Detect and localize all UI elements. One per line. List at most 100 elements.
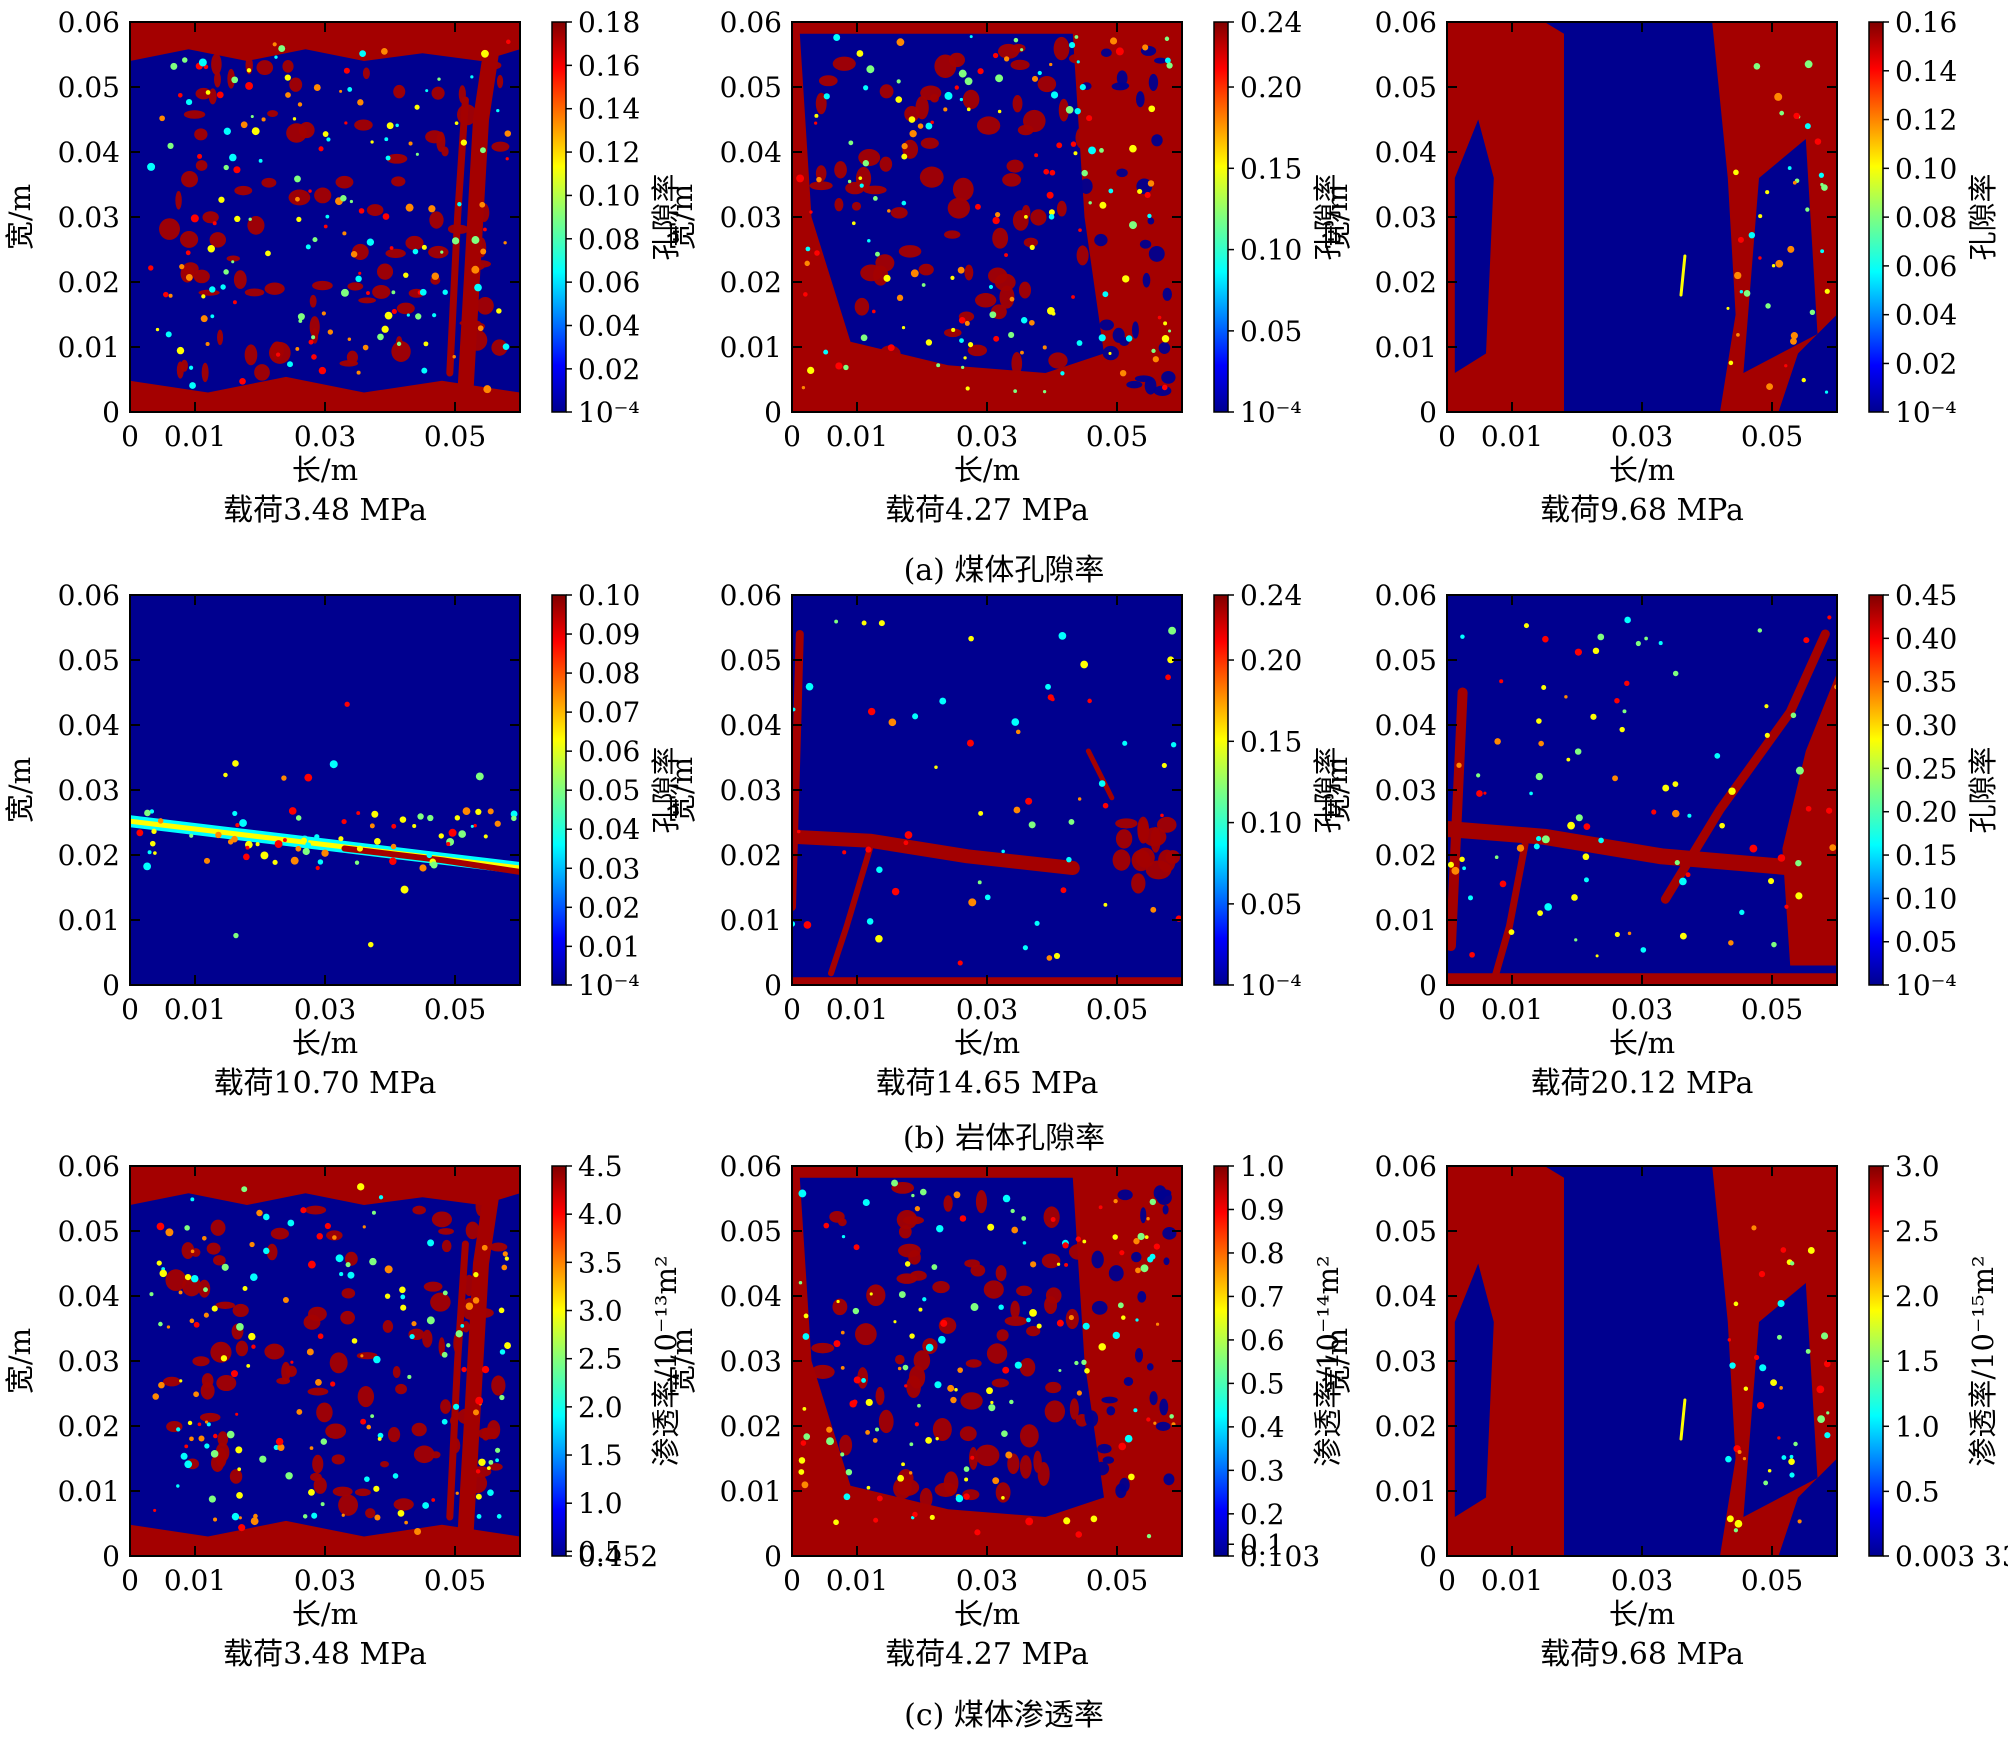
y-tick-label: 0.06 [58, 579, 120, 612]
high-patch [895, 1354, 905, 1365]
speckle [1820, 182, 1824, 187]
colorbar-tick-label: 0.03 [578, 852, 640, 885]
y-tick-label: 0.06 [58, 6, 120, 39]
y-tick-label: 0.02 [58, 1410, 120, 1443]
high-patch [906, 1375, 921, 1398]
high-patch [261, 177, 277, 188]
high-patch [913, 1350, 931, 1371]
speckle [210, 314, 215, 319]
speckle [887, 344, 895, 352]
speckle [1056, 142, 1063, 149]
speckle [1508, 929, 1515, 936]
high-patch [999, 285, 1015, 309]
colorbar-tick-label: 0.24 [1240, 579, 1302, 612]
speckle [414, 104, 420, 110]
speckle [258, 158, 263, 163]
high-patch [393, 84, 406, 99]
high-patch [1010, 59, 1030, 70]
speckle [909, 1333, 915, 1339]
speckle [153, 1508, 157, 1512]
speckle [1108, 351, 1112, 355]
speckle [260, 851, 269, 860]
colorbar: 10⁻⁴ 0.05 0.10 0.15 0.20 0.24 孔隙率 [1213, 579, 1345, 1002]
speckle [1567, 821, 1575, 830]
high-patch [436, 131, 446, 152]
speckle [1133, 1408, 1138, 1413]
y-axis-label: 宽/m [1320, 1328, 1354, 1394]
speckle [297, 313, 305, 321]
x-tick-label: 0.01 [826, 993, 888, 1026]
speckle [814, 121, 818, 125]
speckle [167, 142, 174, 149]
speckle [330, 1381, 336, 1387]
colorbar-tick-label: 0.10 [1240, 807, 1302, 840]
speckle [845, 1469, 853, 1476]
colorbar-tick-label: 0.2 [1240, 1498, 1285, 1531]
speckle [863, 85, 869, 91]
high-patch [1165, 850, 1181, 865]
high-patch [975, 1444, 1000, 1467]
speckle [1777, 854, 1786, 862]
high-patch [217, 1431, 229, 1447]
high-patch [858, 149, 881, 167]
speckle [427, 814, 434, 822]
speckle [155, 327, 160, 332]
speckle [860, 334, 868, 342]
high-patch [391, 341, 411, 362]
speckle [876, 866, 883, 874]
speckle [190, 1197, 195, 1202]
y-tick-label: 0 [1419, 969, 1437, 1002]
x-axis-label: 长/m [954, 1026, 1020, 1060]
speckle [309, 1446, 314, 1450]
y-tick-label: 0.03 [720, 774, 782, 807]
high-patch [491, 141, 510, 152]
high-patch [1011, 351, 1023, 375]
speckle [1153, 1243, 1160, 1250]
speckle [287, 1219, 295, 1227]
speckle [308, 189, 312, 193]
high-patch [181, 171, 198, 188]
speckle [1073, 151, 1078, 156]
high-patch [365, 1508, 376, 1519]
high-patch [1019, 1455, 1032, 1479]
speckle [1793, 112, 1800, 120]
colorbar: 10⁻⁴ 0.01 0.02 0.03 0.04 0.05 0.06 0.07 0.08 0.09… [551, 579, 683, 1002]
y-tick-label: 0.01 [58, 1475, 120, 1508]
speckle [1774, 92, 1783, 101]
speckle [505, 157, 509, 161]
speckle [807, 366, 815, 375]
high-patch [1145, 860, 1172, 880]
low-patch [1084, 1408, 1094, 1424]
speckle [213, 1433, 218, 1439]
speckle [823, 93, 830, 100]
speckle [153, 851, 157, 855]
low-patch [1158, 342, 1171, 354]
high-patch [487, 61, 502, 70]
speckle [285, 1472, 293, 1480]
speckle [1756, 1401, 1765, 1410]
speckle [1013, 37, 1019, 43]
high-patch [395, 1383, 407, 1395]
speckle [297, 102, 303, 107]
speckle [499, 1394, 505, 1401]
speckle [1090, 1515, 1098, 1523]
colorbar-tick-label: 0.06 [578, 735, 640, 768]
speckle [896, 79, 901, 84]
low-patch [1079, 178, 1093, 194]
high-patch [1075, 126, 1092, 150]
colorbar-tick-label: 3.0 [578, 1295, 623, 1328]
speckle [274, 55, 278, 59]
high-patch [1115, 818, 1138, 829]
speckle [1048, 209, 1055, 216]
speckle [1820, 249, 1825, 254]
speckle [1541, 835, 1550, 844]
speckle [865, 1398, 873, 1407]
colorbar-gradient [1868, 1165, 1884, 1557]
colorbar-tick-label: 0.08 [1895, 201, 1957, 234]
high-patch [1048, 352, 1068, 369]
colorbar-tick-label: 10⁻⁴ [1240, 396, 1302, 429]
speckle [1829, 844, 1837, 852]
high-patch [340, 1310, 355, 1325]
high-patch [392, 1366, 401, 1378]
speckle [1583, 877, 1589, 883]
